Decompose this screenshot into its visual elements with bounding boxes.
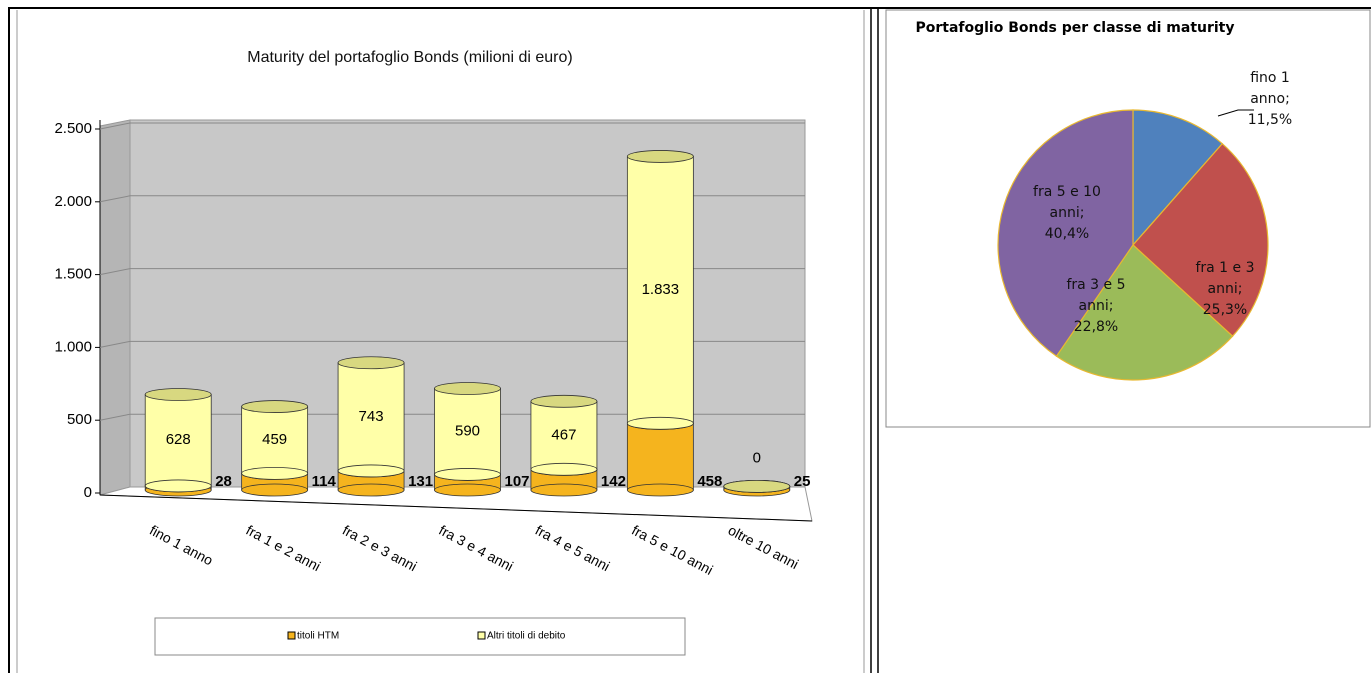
y-tick-label: 1.500	[54, 266, 92, 283]
leader-line	[1217, 109, 1254, 117]
bar-segment	[723, 479, 791, 493]
label-separator: ;	[1108, 298, 1114, 314]
legend-box	[154, 617, 686, 656]
pie-label: fino 1 anno; 11,5%	[1231, 68, 1309, 131]
data-label: 142	[601, 473, 626, 490]
cylinder-top	[723, 479, 791, 493]
cylinder-body	[530, 400, 598, 470]
x-tick-label: fino 1 anno	[147, 522, 216, 569]
cylinder-body	[241, 406, 309, 474]
pie-slice	[1132, 109, 1224, 247]
chart-title: Maturity del portafoglio Bonds (milioni …	[247, 49, 572, 66]
data-label: 114	[312, 473, 337, 490]
cylinder-body	[626, 422, 694, 491]
slice-value: 40,4%	[1044, 226, 1090, 242]
cylinder-bottom	[434, 483, 501, 497]
y-tick-label: 500	[67, 411, 92, 428]
grid-line	[99, 340, 805, 348]
slice-category: fra 3 e 5 anni	[1066, 277, 1126, 314]
data-label: 25	[794, 473, 811, 490]
data-label: 0	[753, 449, 761, 466]
slice-category: fino 1 anno	[1250, 70, 1290, 107]
data-label: 459	[262, 431, 287, 448]
slice-category: fra 1 e 3 anni	[1195, 260, 1255, 297]
slice-value: 25,3%	[1202, 302, 1248, 318]
legend-label: titoli HTM	[297, 631, 339, 642]
cylinder-bottom	[530, 483, 598, 497]
x-tick-label: fra 2 e 3 anni	[340, 522, 420, 574]
bar-segment	[530, 394, 598, 476]
cylinder-bottom	[434, 468, 501, 481]
y-tick-label: 0	[84, 484, 92, 501]
cylinder-top	[530, 394, 598, 408]
cylinder-bottom	[144, 479, 212, 493]
data-label: 107	[505, 473, 530, 490]
pie-slice	[1055, 244, 1234, 381]
grid-line	[99, 195, 805, 203]
cylinder-bottom	[241, 467, 309, 480]
legend-swatch	[287, 631, 296, 640]
pie-slice	[1132, 142, 1269, 338]
bar-segment	[626, 150, 694, 430]
cylinder-top	[241, 400, 309, 413]
data-label: 458	[697, 473, 722, 490]
chart-title: Portafoglio Bonds per classe di maturity	[915, 20, 1235, 36]
data-label: 131	[408, 473, 433, 490]
bar-segment	[434, 382, 501, 481]
cylinder-top	[144, 388, 212, 401]
side-wall	[99, 119, 131, 496]
cylinder-body	[337, 362, 405, 472]
cylinder-bottom	[337, 483, 405, 497]
data-label: 743	[359, 408, 384, 425]
grid-line	[99, 268, 805, 276]
y-tick-label: 2.500	[54, 120, 92, 137]
cylinder-bottom	[626, 483, 694, 497]
data-label: 467	[551, 426, 576, 443]
y-tick-label: 2.000	[54, 193, 92, 210]
data-label: 590	[455, 422, 480, 439]
pie-label: fra 5 e 10 anni; 40,4%	[1028, 182, 1106, 245]
cylinder-top	[434, 382, 501, 395]
x-tick-label: fra 5 e 10 anni	[629, 522, 716, 578]
slice-value: 11,5%	[1247, 112, 1293, 128]
pie-label: fra 1 e 3 anni; 25,3%	[1186, 258, 1264, 321]
legend-label: Altri titoli di debito	[487, 631, 566, 642]
pie-slice	[997, 109, 1134, 358]
label-separator: ;	[1079, 205, 1085, 221]
label-separator: ;	[1237, 281, 1243, 297]
bar-segment	[144, 388, 212, 493]
chart-border	[885, 9, 1371, 428]
bar-segment	[337, 356, 405, 478]
data-label: 1.833	[642, 281, 680, 298]
bar-segment	[241, 400, 309, 480]
cylinder-top	[626, 150, 694, 163]
cylinder-bottom	[241, 483, 309, 497]
cylinder-bottom	[626, 416, 694, 430]
pie-label: fra 3 e 5 anni; 22,8%	[1057, 275, 1135, 338]
data-label: 28	[215, 473, 232, 490]
y-tick-label: 1.000	[54, 338, 92, 355]
grid-line	[99, 122, 805, 130]
x-tick-label: fra 3 e 4 anni	[436, 522, 516, 574]
x-axis	[99, 494, 813, 522]
cylinder-top	[337, 356, 405, 370]
legend-swatch	[477, 631, 486, 640]
data-label: 628	[166, 431, 191, 448]
x-tick-label: oltre 10 anni	[726, 522, 802, 572]
cylinder-bottom	[530, 462, 598, 476]
cylinder-bottom	[337, 464, 405, 478]
x-tick-label: fra 1 e 2 anni	[243, 522, 323, 574]
label-separator: ;	[1285, 91, 1290, 107]
x-tick-label: fra 4 e 5 anni	[533, 522, 613, 574]
slice-value: 22,8%	[1073, 319, 1119, 335]
slice-category: fra 5 e 10 anni	[1033, 184, 1101, 221]
